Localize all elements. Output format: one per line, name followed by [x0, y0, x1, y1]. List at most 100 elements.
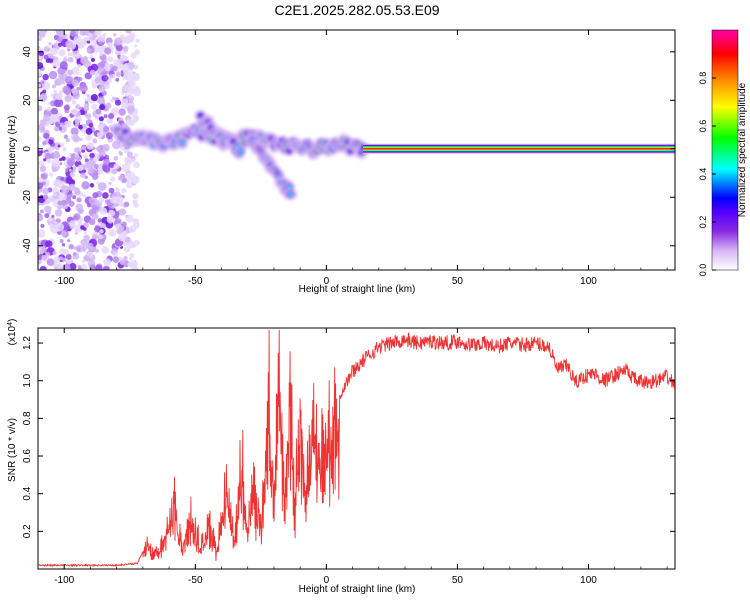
noise-blob	[90, 63, 99, 72]
noise-blob	[83, 56, 88, 61]
noise-blob	[69, 263, 77, 270]
noise-blob	[40, 80, 45, 85]
spectrogram-panel: -100 -50 0 50 100 40 20 0 -20 -40 Height of stra…	[7, 29, 676, 295]
noise-blob	[121, 84, 130, 93]
noise-blob	[53, 151, 61, 159]
spectrogram-frame	[37, 29, 676, 271]
noise-blob	[38, 105, 43, 112]
noise-blob	[46, 158, 52, 164]
noise-blob	[83, 37, 88, 42]
noise-blob	[121, 98, 129, 106]
noise-blob	[108, 181, 112, 185]
y-tick-label: 0.2	[22, 524, 33, 538]
noise-blob	[80, 225, 85, 230]
noise-blob	[52, 192, 57, 197]
noise-blob	[119, 151, 124, 156]
noise-blob	[40, 223, 45, 228]
noise-blob	[87, 32, 93, 38]
noise-blob	[64, 88, 71, 96]
noise-blob	[91, 103, 98, 111]
noise-blob	[126, 181, 133, 189]
colorbar-gradient	[712, 30, 738, 270]
ridge-peak	[179, 141, 185, 145]
noise-blob	[43, 132, 50, 139]
noise-blob	[89, 69, 96, 76]
x-tick-label: 0	[324, 276, 330, 287]
noise-blob	[82, 193, 87, 198]
colorbar-frame	[711, 29, 739, 271]
noise-blob	[44, 30, 48, 33]
noise-blob	[79, 137, 83, 141]
noise-blob	[92, 138, 98, 144]
noise-blob	[78, 77, 83, 82]
noise-blob	[125, 30, 132, 34]
noise-blob	[102, 125, 110, 133]
x-axis-ticks: -100 -50 0 50 100	[54, 30, 668, 287]
noise-blob	[81, 181, 90, 190]
noise-blob	[72, 134, 80, 143]
noise-blob	[56, 262, 62, 269]
x-axis-label: Height of straight line (km)	[299, 584, 416, 595]
noise-blob	[61, 81, 65, 85]
noise-blob	[86, 48, 92, 53]
y-tick-label: 0.8	[22, 411, 33, 425]
noise-blob	[80, 172, 86, 179]
noise-blob	[71, 99, 77, 105]
noise-blob	[68, 183, 76, 191]
noise-blob	[127, 241, 135, 249]
noise-blob	[128, 257, 133, 261]
noise-blob	[99, 51, 104, 56]
noise-blob	[89, 152, 95, 159]
noise-blob	[38, 181, 44, 190]
noise-blob	[54, 80, 60, 86]
noise-blob	[59, 162, 63, 166]
noise-blob	[54, 209, 63, 217]
noise-blob	[110, 196, 119, 204]
noise-blob	[38, 62, 44, 70]
noise-region	[38, 30, 141, 270]
ridge-peak	[238, 149, 243, 154]
noise-blob	[132, 266, 139, 270]
noise-blob	[95, 146, 101, 152]
noise-blob	[38, 150, 43, 157]
noise-blob	[123, 71, 132, 81]
noise-blob	[89, 183, 95, 188]
noise-blob	[38, 30, 46, 38]
noise-blob	[132, 115, 139, 122]
noise-blob	[67, 239, 71, 243]
noise-blob	[101, 246, 109, 254]
noise-blob	[77, 267, 83, 270]
noise-blob	[75, 148, 80, 153]
noise-blob	[126, 178, 131, 184]
noise-blob	[133, 153, 139, 158]
noise-blob	[74, 123, 79, 128]
signal-ridges	[110, 110, 369, 200]
noise-blob	[63, 134, 69, 139]
noise-blob	[97, 169, 103, 175]
noise-blob	[69, 220, 77, 227]
noise-blob	[68, 200, 75, 207]
noise-blob	[121, 221, 127, 227]
noise-blob	[67, 51, 73, 57]
noise-blob	[67, 48, 71, 52]
noise-blob	[62, 257, 67, 262]
noise-blob	[99, 41, 104, 45]
noise-blob	[60, 185, 70, 194]
noise-blob	[57, 228, 61, 232]
noise-blob	[129, 253, 135, 259]
noise-blob	[110, 164, 115, 169]
noise-blob	[81, 259, 86, 264]
noise-blob	[42, 114, 51, 122]
noise-blob	[83, 222, 89, 229]
noise-blob	[106, 155, 110, 159]
noise-blob	[50, 93, 55, 98]
noise-blob	[81, 145, 87, 151]
noise-blob	[123, 255, 128, 261]
noise-blob	[71, 79, 80, 87]
x-tick-label: -50	[188, 276, 203, 287]
noise-blob	[134, 50, 138, 55]
x-axis-ticks: -100 -50 0 50 100	[54, 328, 668, 586]
noise-blob	[104, 147, 109, 152]
noise-blob	[119, 259, 126, 266]
